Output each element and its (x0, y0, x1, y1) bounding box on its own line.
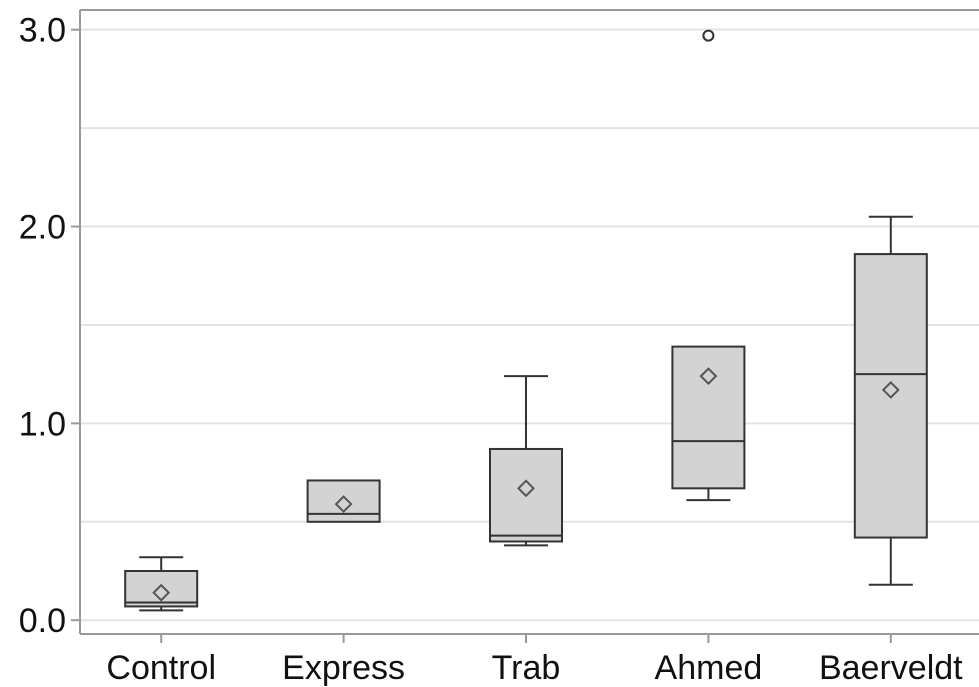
mean-marker (152, 583, 171, 602)
mean-marker (517, 479, 535, 498)
box-iqr (671, 345, 746, 490)
outlier-point (702, 29, 715, 42)
x-tick-label: Trab (492, 649, 561, 687)
x-tick-label: Ahmed (655, 649, 763, 687)
x-tick-label: Express (282, 649, 405, 687)
box-baerveldt (853, 215, 928, 586)
x-tick-label: Control (106, 649, 216, 687)
box-iqr (306, 479, 381, 523)
mean-marker (334, 495, 353, 513)
x-tick-label: Baerveldt (819, 649, 963, 687)
box-iqr (853, 253, 928, 539)
y-tick-label: 1.0 (19, 405, 66, 443)
y-tick-label: 0.0 (19, 602, 66, 640)
boxes (124, 29, 928, 612)
mean-marker (881, 380, 900, 399)
labels: 0.0 1.0 2.0 3.0 Control Express Trab Ahmed Baerv… (19, 12, 963, 687)
box-express (306, 479, 381, 523)
box-trab (489, 375, 563, 547)
y-tick-label: 3.0 (19, 12, 66, 50)
box-ahmed (671, 29, 746, 502)
axes (71, 9, 979, 643)
mean-marker (699, 367, 718, 386)
y-tick-label: 2.0 (19, 209, 66, 247)
box-control (124, 556, 199, 612)
